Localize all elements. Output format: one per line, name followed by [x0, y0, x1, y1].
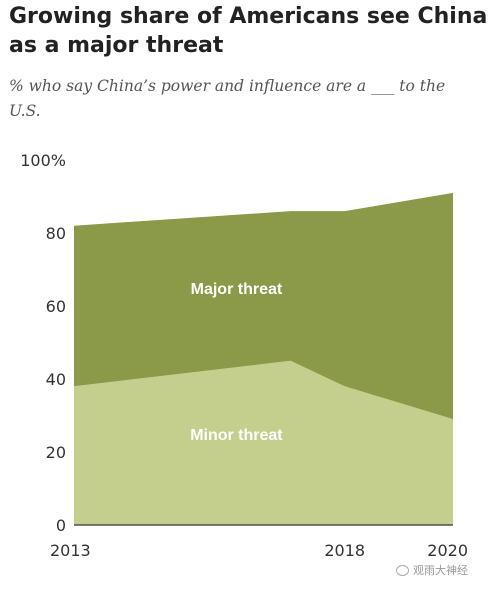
chart-subtitle: % who say China’s power and influence ar… — [9, 77, 446, 120]
y-tick-label: 0 — [56, 516, 66, 535]
y-tick-label: 100% — [20, 151, 66, 170]
y-tick-label: 80 — [46, 224, 66, 243]
chart-title: Growing share of Americans see China as … — [9, 4, 488, 58]
area-major-threat — [74, 192, 453, 420]
x-tick-label: 2020 — [427, 541, 468, 560]
y-tick-label: 20 — [46, 443, 66, 462]
series-label-minor-threat: Minor threat — [190, 427, 283, 444]
y-tick-label: 40 — [46, 370, 66, 389]
watermark: 观雨大神经 — [396, 562, 468, 578]
y-tick-label: 60 — [46, 297, 66, 316]
wechat-icon — [396, 564, 409, 576]
x-tick-label: 2018 — [324, 541, 365, 560]
x-tick-label: 2013 — [50, 541, 91, 560]
area-minor-threat — [74, 360, 453, 525]
series-label-major-threat: Major threat — [191, 281, 283, 298]
watermark-text: 观雨大神经 — [413, 564, 468, 577]
